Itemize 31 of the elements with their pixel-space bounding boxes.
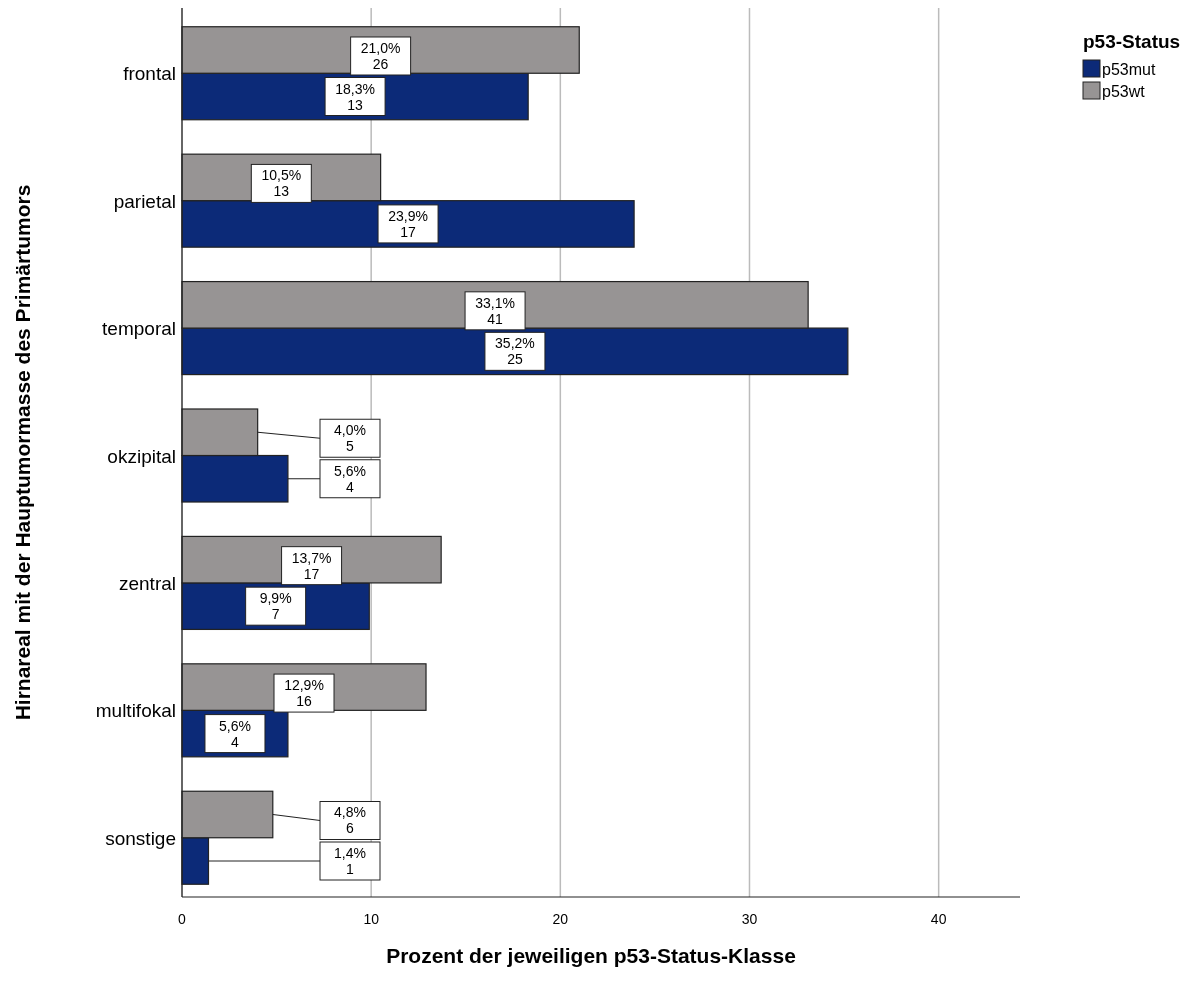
data-label: 13,7% 17 bbox=[291, 549, 332, 582]
x-tick-label: 10 bbox=[363, 911, 380, 927]
legend-label: p53wt bbox=[1102, 83, 1146, 100]
legend-label: p53mut bbox=[1102, 61, 1156, 78]
y-tick-label: okzipital bbox=[107, 445, 176, 467]
data-label: 35,2% 25 bbox=[495, 335, 535, 368]
y-tick-label: temporal bbox=[102, 318, 176, 340]
data-label: 10,5% 13 bbox=[261, 167, 302, 200]
y-tick-label: sonstige bbox=[105, 827, 176, 849]
y-tick-label: frontal bbox=[123, 63, 176, 85]
y-tick-label: multifokal bbox=[95, 700, 176, 722]
data-label: 4,8% 6 bbox=[334, 804, 366, 837]
y-tick-label: parietal bbox=[113, 190, 176, 212]
legend-title: p53-Status bbox=[1083, 31, 1181, 52]
data-label: 18,3% 13 bbox=[335, 80, 375, 113]
data-label: 4,0% 5 bbox=[334, 422, 366, 455]
x-tick-label: 20 bbox=[552, 911, 569, 927]
data-label: 5,6% 4 bbox=[219, 717, 251, 750]
data-label: 33,1% 41 bbox=[475, 294, 515, 327]
data-label: 5,6% 4 bbox=[334, 462, 366, 495]
data-label: 23,9% 17 bbox=[388, 207, 428, 240]
x-tick-label: 30 bbox=[741, 911, 758, 927]
x-tick-label: 40 bbox=[930, 911, 947, 927]
data-label: 1,4% 1 bbox=[334, 845, 366, 877]
y-axis-title: Hirnareal mit der Hauptumormasse des Primärtumors bbox=[11, 184, 34, 721]
x-axis-title: Prozent der jeweiligen p53-Status-Klasse bbox=[386, 944, 796, 967]
data-label: 12,9% 16 bbox=[284, 677, 324, 710]
y-tick-label: zentral bbox=[118, 572, 176, 594]
x-tick-label: 0 bbox=[178, 911, 187, 927]
data-label: 9,9% 7 bbox=[259, 590, 292, 623]
data-label: 21,0% 26 bbox=[360, 40, 401, 72]
